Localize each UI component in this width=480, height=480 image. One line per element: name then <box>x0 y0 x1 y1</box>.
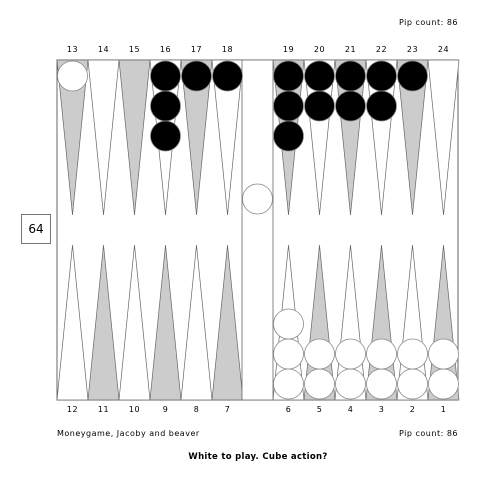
white-checker[interactable] <box>428 368 459 400</box>
point-label: 22 <box>376 45 387 54</box>
white-checker[interactable] <box>273 368 304 400</box>
white-checker[interactable] <box>273 308 304 340</box>
white-checker[interactable] <box>366 338 397 370</box>
point-label: 1 <box>441 405 447 414</box>
white-checker[interactable] <box>335 338 366 370</box>
point-12[interactable] <box>56 244 89 401</box>
black-checker[interactable] <box>335 60 366 92</box>
point-label: 20 <box>314 45 325 54</box>
black-checker[interactable] <box>181 60 212 92</box>
point-23[interactable] <box>396 59 429 216</box>
black-checker[interactable] <box>150 60 181 92</box>
point-18[interactable] <box>211 59 244 216</box>
point-label: 19 <box>283 45 294 54</box>
point-label: 3 <box>379 405 385 414</box>
point-label: 2 <box>410 405 416 414</box>
white-checker[interactable] <box>57 60 88 92</box>
doubling-cube[interactable]: 64 <box>21 214 51 244</box>
pip-count-top: Pip count: 86 <box>399 18 458 27</box>
black-checker[interactable] <box>366 90 397 122</box>
black-checker[interactable] <box>397 60 428 92</box>
point-label: 8 <box>194 405 200 414</box>
white-checker[interactable] <box>397 368 428 400</box>
point-label: 14 <box>98 45 109 54</box>
point-label: 21 <box>345 45 356 54</box>
point-label: 24 <box>438 45 449 54</box>
point-label: 10 <box>129 405 140 414</box>
white-checker[interactable] <box>428 338 459 370</box>
point-7[interactable] <box>211 244 244 401</box>
pip-count-bottom: Pip count: 86 <box>399 429 458 438</box>
point-label: 12 <box>67 405 78 414</box>
black-checker[interactable] <box>150 120 181 152</box>
black-checker[interactable] <box>273 60 304 92</box>
point-label: 4 <box>348 405 354 414</box>
black-checker[interactable] <box>366 60 397 92</box>
white-checker[interactable] <box>366 368 397 400</box>
white-checker[interactable] <box>273 338 304 370</box>
point-label: 18 <box>222 45 233 54</box>
black-checker[interactable] <box>335 90 366 122</box>
black-checker[interactable] <box>304 90 335 122</box>
point-label: 7 <box>225 405 231 414</box>
black-checker[interactable] <box>212 60 243 92</box>
point-label: 15 <box>129 45 140 54</box>
black-checker[interactable] <box>150 90 181 122</box>
point-13[interactable] <box>56 59 89 216</box>
black-checker[interactable] <box>273 120 304 152</box>
game-info-text: Moneygame, Jacoby and beaver <box>57 429 200 438</box>
black-checker[interactable] <box>304 60 335 92</box>
point-17[interactable] <box>180 59 213 216</box>
white-checker[interactable] <box>304 338 335 370</box>
white-checker[interactable] <box>335 368 366 400</box>
white-checker[interactable] <box>304 368 335 400</box>
point-label: 17 <box>191 45 202 54</box>
point-24[interactable] <box>427 59 460 216</box>
point-8[interactable] <box>180 244 213 401</box>
point-label: 6 <box>286 405 292 414</box>
prompt-text: White to play. Cube action? <box>188 452 328 462</box>
point-label: 23 <box>407 45 418 54</box>
white-checker-on-bar[interactable] <box>242 183 273 215</box>
point-label: 16 <box>160 45 171 54</box>
black-checker[interactable] <box>273 90 304 122</box>
point-11[interactable] <box>87 244 120 401</box>
point-label: 11 <box>98 405 109 414</box>
bar[interactable] <box>241 59 274 401</box>
point-10[interactable] <box>118 244 151 401</box>
point-label: 5 <box>317 405 323 414</box>
white-checker[interactable] <box>397 338 428 370</box>
point-9[interactable] <box>149 244 182 401</box>
point-15[interactable] <box>118 59 151 216</box>
point-label: 13 <box>67 45 78 54</box>
point-14[interactable] <box>87 59 120 216</box>
point-label: 9 <box>163 405 169 414</box>
